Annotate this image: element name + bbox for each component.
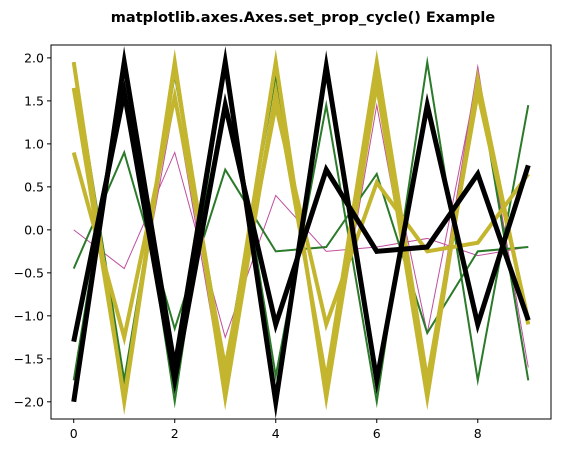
x-tick-label: 6 <box>373 426 381 441</box>
x-axis: 0 2 4 6 8 <box>70 419 482 441</box>
x-tick-label: 0 <box>70 426 78 441</box>
y-tick-label: 0.0 <box>24 222 44 237</box>
y-tick-label: −0.5 <box>14 265 44 280</box>
series-layer <box>71 46 531 419</box>
plot-area <box>50 44 552 420</box>
x-tick-label: 4 <box>272 426 280 441</box>
series-line-11 <box>71 46 531 419</box>
y-tick-label: 2.0 <box>24 50 44 65</box>
x-tick-label: 2 <box>171 426 179 441</box>
y-tick-label: 1.0 <box>24 136 44 151</box>
y-tick-label: −2.0 <box>14 394 44 409</box>
y-tick-label: −1.5 <box>14 351 44 366</box>
x-tick-label: 8 <box>474 426 482 441</box>
y-tick-label: 1.5 <box>24 93 44 108</box>
y-axis: −2.0 −1.5 −1.0 −0.5 0.0 0.5 1.0 1.5 2.0 <box>14 50 51 409</box>
chart-title: matplotlib.axes.Axes.set_prop_cycle() Ex… <box>111 10 496 26</box>
y-tick-label: −1.0 <box>14 308 44 323</box>
y-tick-label: 0.5 <box>24 179 44 194</box>
